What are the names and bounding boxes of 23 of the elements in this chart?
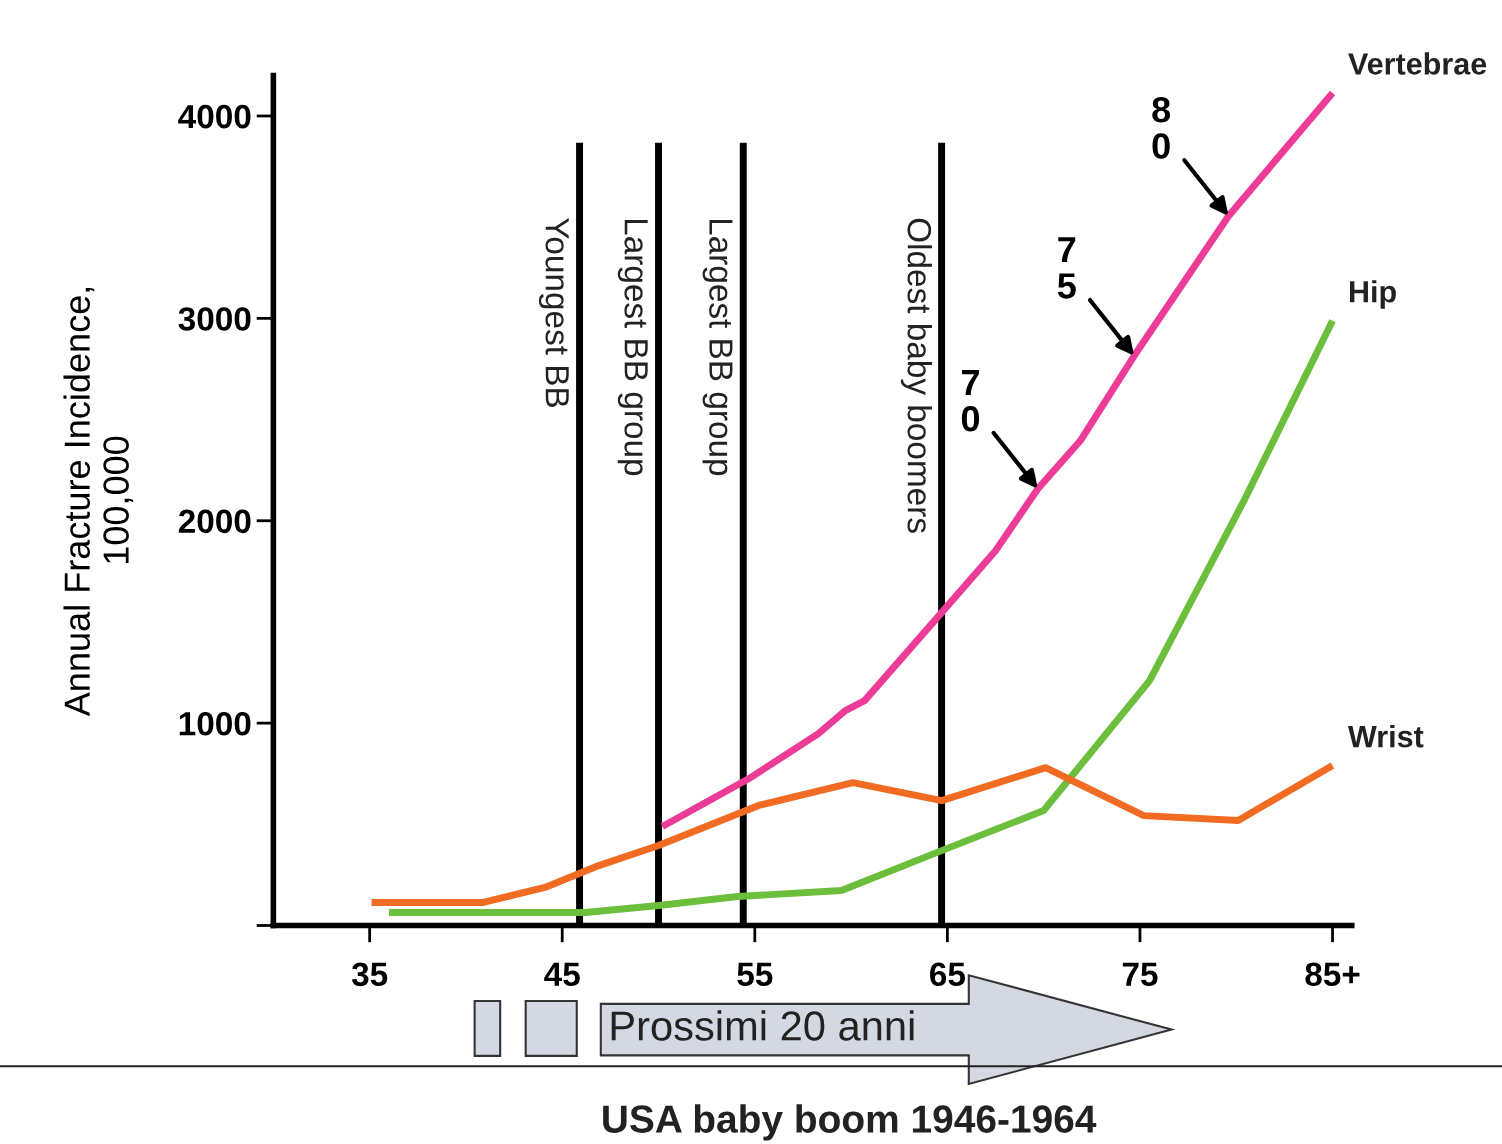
x-tick-label: 35	[351, 962, 388, 987]
ref-line-label: Largest BB group	[617, 219, 648, 476]
annotation: 7 0	[961, 370, 980, 432]
x-tick-label: 75	[1122, 962, 1158, 987]
y-tick-label: 4000	[178, 104, 251, 129]
x-tick-label: 55	[737, 962, 773, 987]
series-label: Hip	[1349, 280, 1396, 309]
annotation: 7 5	[1057, 237, 1076, 299]
series-label: Wrist	[1347, 724, 1424, 748]
ref-line-label: Largest BB group	[702, 219, 733, 476]
y-tick-label: 1000	[179, 711, 251, 736]
x-tick-label: 85+	[1305, 962, 1360, 987]
ref-line-label: Oldest baby boomers	[900, 218, 932, 533]
series-label: Vertebrae	[1348, 52, 1487, 75]
annotation: 8 0	[1152, 96, 1171, 159]
text: USA baby boom 1946-1964	[603, 1104, 1097, 1141]
x-tick-label: 45	[544, 962, 580, 987]
y-tick-label: 2000	[178, 509, 251, 534]
y-axis-title: Annual Fracture Incidence, 100,000	[63, 287, 134, 717]
x-tick-label: 65	[930, 962, 965, 987]
text: Prossimi 20 anni	[611, 1010, 914, 1041]
y-tick-label: 3000	[178, 307, 251, 331]
ref-line-label: Youngest BB	[538, 217, 569, 407]
